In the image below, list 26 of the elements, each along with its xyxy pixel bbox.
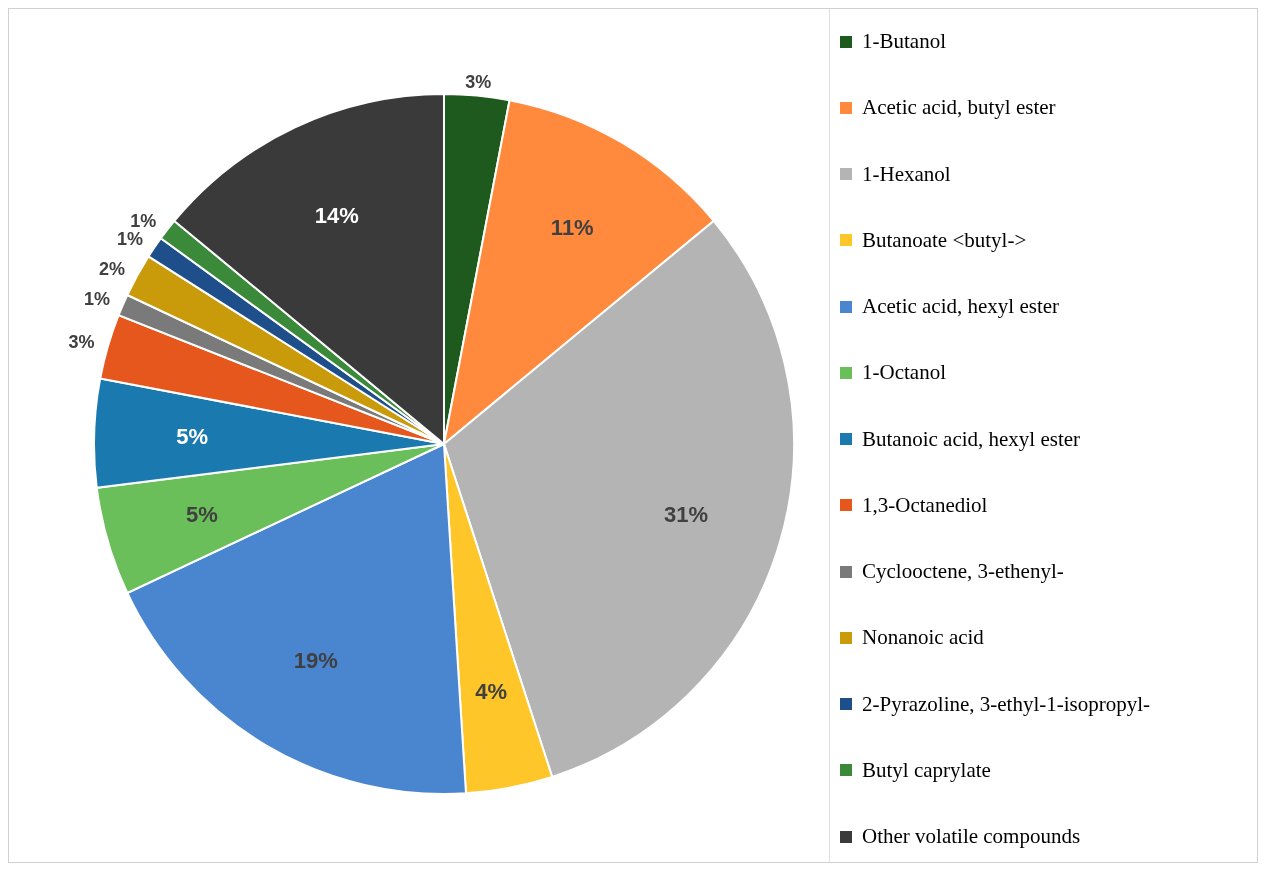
data-label: 3%: [465, 71, 492, 92]
data-label: 4%: [475, 679, 508, 705]
legend-label: Butanoate <butyl->: [862, 227, 1027, 253]
legend-label: Cyclooctene, 3-ethenyl-: [862, 559, 1064, 584]
data-label: 11%: [550, 214, 594, 240]
legend-label: Butyl caprylate: [862, 757, 991, 783]
legend-label: 1-Hexanol: [862, 161, 951, 187]
legend-label: Acetic acid, butyl ester: [862, 95, 1056, 121]
data-label: 5%: [176, 423, 209, 449]
data-label: 5%: [186, 501, 218, 527]
legend-label: Butanoic acid, hexyl ester: [862, 426, 1081, 452]
data-label: 14%: [314, 203, 359, 229]
data-label: 1%: [83, 289, 110, 310]
data-label: 31%: [663, 501, 709, 527]
legend-label: Other volatile compounds: [862, 824, 1081, 849]
data-label: 19%: [293, 648, 338, 674]
data-label: 2%: [99, 258, 126, 279]
legend-label: Nonanoic acid: [862, 625, 984, 651]
legend-label: 1-Octanol: [862, 360, 946, 386]
legend-label: Acetic acid, hexyl ester: [862, 294, 1060, 319]
data-label: 1%: [116, 229, 143, 250]
legend-label: 2-Pyrazoline, 3-ethyl-1-isopropyl-: [862, 691, 1151, 717]
data-label: 3%: [68, 332, 95, 353]
legend-label: 1,3-Octanediol: [862, 492, 988, 518]
legend-label: 1-Butanol: [862, 29, 946, 54]
data-label: 1%: [130, 210, 157, 231]
